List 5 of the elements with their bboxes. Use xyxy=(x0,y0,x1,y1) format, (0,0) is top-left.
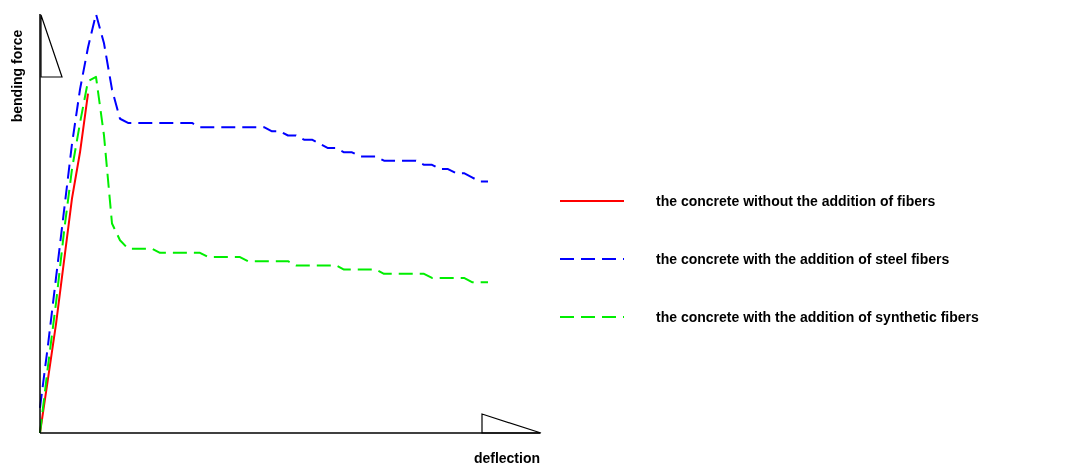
legend-label: the concrete with the addition of synthetic fibers xyxy=(656,309,979,325)
legend-label: the concrete without the addition of fibers xyxy=(656,193,936,209)
y-axis-title: bending force xyxy=(9,29,25,123)
x-axis-title: deflection xyxy=(473,450,540,463)
legend-label: the concrete with the addition of steel fibers xyxy=(656,251,950,267)
